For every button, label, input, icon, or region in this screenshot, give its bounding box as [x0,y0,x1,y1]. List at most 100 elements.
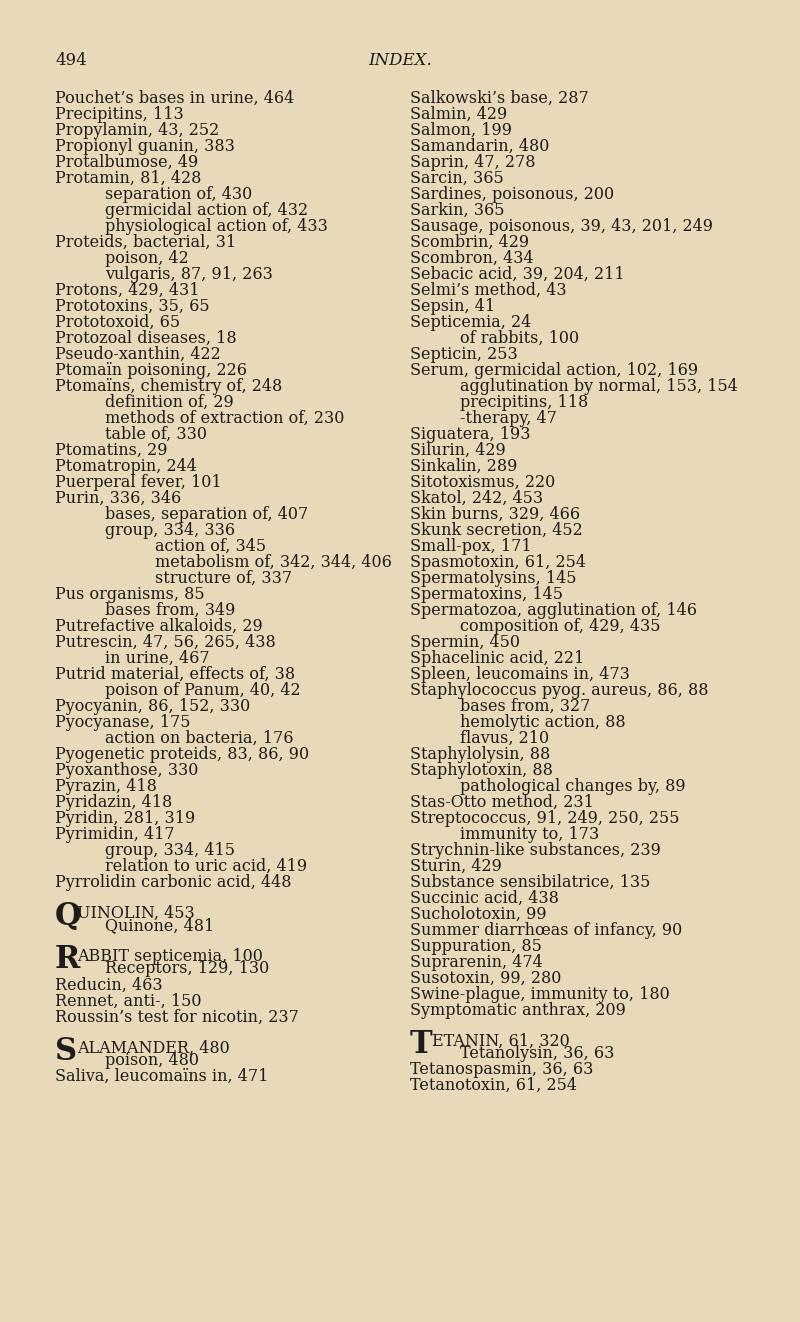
Text: Sausage, poisonous, 39, 43, 201, 249: Sausage, poisonous, 39, 43, 201, 249 [410,218,713,235]
Text: of rabbits, 100: of rabbits, 100 [460,330,579,346]
Text: Salmin, 429: Salmin, 429 [410,106,507,123]
Text: Pyrazin, 418: Pyrazin, 418 [55,779,157,795]
Text: Suprarenin, 474: Suprarenin, 474 [410,954,542,970]
Text: Prototoxins, 35, 65: Prototoxins, 35, 65 [55,297,210,315]
Text: Sarkin, 365: Sarkin, 365 [410,202,505,219]
Text: Pyocyanin, 86, 152, 330: Pyocyanin, 86, 152, 330 [55,698,250,715]
Text: -therapy, 47: -therapy, 47 [460,410,557,427]
Text: methods of extraction of, 230: methods of extraction of, 230 [105,410,344,427]
Text: Reducin, 463: Reducin, 463 [55,977,162,993]
Text: Substance sensibilatrice, 135: Substance sensibilatrice, 135 [410,874,650,891]
Text: pathological changes by, 89: pathological changes by, 89 [460,779,686,795]
Text: Spermatolysins, 145: Spermatolysins, 145 [410,570,577,587]
Text: poison, 480: poison, 480 [105,1051,199,1068]
Text: Succinic acid, 438: Succinic acid, 438 [410,890,559,907]
Text: composition of, 429, 435: composition of, 429, 435 [460,617,661,635]
Text: Summer diarrhœas of infancy, 90: Summer diarrhœas of infancy, 90 [410,921,682,939]
Text: Tetanotoxin, 61, 254: Tetanotoxin, 61, 254 [410,1077,577,1095]
Text: Ptomatins, 29: Ptomatins, 29 [55,442,167,459]
Text: flavus, 210: flavus, 210 [460,730,549,747]
Text: Tetanolysin, 36, 63: Tetanolysin, 36, 63 [460,1046,614,1062]
Text: Staphylococcus pyog. aureus, 86, 88: Staphylococcus pyog. aureus, 86, 88 [410,682,709,699]
Text: Rennet, anti-, 150: Rennet, anti-, 150 [55,993,202,1010]
Text: Pyoxanthose, 330: Pyoxanthose, 330 [55,761,198,779]
Text: Pyogenetic proteids, 83, 86, 90: Pyogenetic proteids, 83, 86, 90 [55,746,309,763]
Text: Stas-Otto method, 231: Stas-Otto method, 231 [410,795,594,810]
Text: Pus organisms, 85: Pus organisms, 85 [55,586,205,603]
Text: Pyrrolidin carbonic acid, 448: Pyrrolidin carbonic acid, 448 [55,874,291,891]
Text: bases from, 327: bases from, 327 [460,698,590,715]
Text: relation to uric acid, 419: relation to uric acid, 419 [105,858,307,875]
Text: Pyrimidin, 417: Pyrimidin, 417 [55,826,174,843]
Text: action on bacteria, 176: action on bacteria, 176 [105,730,294,747]
Text: metabolism of, 342, 344, 406: metabolism of, 342, 344, 406 [155,554,392,571]
Text: Spasmotoxin, 61, 254: Spasmotoxin, 61, 254 [410,554,586,571]
Text: action of, 345: action of, 345 [155,538,266,555]
Text: group, 334, 336: group, 334, 336 [105,522,235,539]
Text: Sarcin, 365: Sarcin, 365 [410,171,504,186]
Text: 494: 494 [55,52,86,69]
Text: vulgaris, 87, 91, 263: vulgaris, 87, 91, 263 [105,266,273,283]
Text: poison of Panum, 40, 42: poison of Panum, 40, 42 [105,682,301,699]
Text: Sepsin, 41: Sepsin, 41 [410,297,495,315]
Text: Skin burns, 329, 466: Skin burns, 329, 466 [410,506,580,524]
Text: germicidal action of, 432: germicidal action of, 432 [105,202,308,219]
Text: Septicemia, 24: Septicemia, 24 [410,315,531,330]
Text: Ptomatropin, 244: Ptomatropin, 244 [55,457,197,475]
Text: table of, 330: table of, 330 [105,426,207,443]
Text: structure of, 337: structure of, 337 [155,570,292,587]
Text: Precipitins, 113: Precipitins, 113 [55,106,184,123]
Text: Spermin, 450: Spermin, 450 [410,635,520,650]
Text: Sitotoxismus, 220: Sitotoxismus, 220 [410,475,555,490]
Text: Siguatera, 193: Siguatera, 193 [410,426,530,443]
Text: physiological action of, 433: physiological action of, 433 [105,218,328,235]
Text: Putrescin, 47, 56, 265, 438: Putrescin, 47, 56, 265, 438 [55,635,276,650]
Text: Saliva, leucomaïns in, 471: Saliva, leucomaïns in, 471 [55,1068,268,1084]
Text: definition of, 29: definition of, 29 [105,394,234,411]
Text: Sucholotoxin, 99: Sucholotoxin, 99 [410,906,546,923]
Text: poison, 42: poison, 42 [105,250,189,267]
Text: Sturin, 429: Sturin, 429 [410,858,502,875]
Text: Sphacelinic acid, 221: Sphacelinic acid, 221 [410,650,584,668]
Text: Pseudo-xanthin, 422: Pseudo-xanthin, 422 [55,346,221,364]
Text: S: S [55,1035,77,1067]
Text: Ptomaïn poisoning, 226: Ptomaïn poisoning, 226 [55,362,247,379]
Text: Silurin, 429: Silurin, 429 [410,442,506,459]
Text: Salmon, 199: Salmon, 199 [410,122,512,139]
Text: Prototoxoid, 65: Prototoxoid, 65 [55,315,180,330]
Text: Pouchet’s bases in urine, 464: Pouchet’s bases in urine, 464 [55,90,294,107]
Text: T: T [410,1030,433,1060]
Text: Scombrin, 429: Scombrin, 429 [410,234,529,251]
Text: Puerperal fever, 101: Puerperal fever, 101 [55,475,222,490]
Text: Staphylotoxin, 88: Staphylotoxin, 88 [410,761,553,779]
Text: Staphylolysin, 88: Staphylolysin, 88 [410,746,550,763]
Text: Roussin’s test for nicotin, 237: Roussin’s test for nicotin, 237 [55,1009,299,1026]
Text: precipitins, 118: precipitins, 118 [460,394,588,411]
Text: separation of, 430: separation of, 430 [105,186,252,204]
Text: Sinkalin, 289: Sinkalin, 289 [410,457,518,475]
Text: Putrid material, effects of, 38: Putrid material, effects of, 38 [55,666,295,683]
Text: Protons, 429, 431: Protons, 429, 431 [55,282,199,299]
Text: Skatol, 242, 453: Skatol, 242, 453 [410,490,543,508]
Text: Strychnin-like substances, 239: Strychnin-like substances, 239 [410,842,661,859]
Text: R: R [55,944,80,976]
Text: Sebacic acid, 39, 204, 211: Sebacic acid, 39, 204, 211 [410,266,625,283]
Text: Skunk secretion, 452: Skunk secretion, 452 [410,522,582,539]
Text: bases from, 349: bases from, 349 [105,602,235,619]
Text: Sardines, poisonous, 200: Sardines, poisonous, 200 [410,186,614,204]
Text: ETANIN, 61, 320: ETANIN, 61, 320 [432,1034,570,1050]
Text: Putrefactive alkaloids, 29: Putrefactive alkaloids, 29 [55,617,262,635]
Text: Serum, germicidal action, 102, 169: Serum, germicidal action, 102, 169 [410,362,698,379]
Text: Swine-plague, immunity to, 180: Swine-plague, immunity to, 180 [410,986,670,1003]
Text: Susotoxin, 99, 280: Susotoxin, 99, 280 [410,970,562,988]
Text: Pyridazin, 418: Pyridazin, 418 [55,795,172,810]
Text: Propionyl guanin, 383: Propionyl guanin, 383 [55,137,235,155]
Text: Samandarin, 480: Samandarin, 480 [410,137,550,155]
Text: Streptococcus, 91, 249, 250, 255: Streptococcus, 91, 249, 250, 255 [410,810,679,828]
Text: Propylamin, 43, 252: Propylamin, 43, 252 [55,122,219,139]
Text: Salkowski’s base, 287: Salkowski’s base, 287 [410,90,589,107]
Text: in urine, 467: in urine, 467 [105,650,210,668]
Text: immunity to, 173: immunity to, 173 [460,826,599,843]
Text: Q: Q [55,902,82,932]
Text: bases, separation of, 407: bases, separation of, 407 [105,506,308,524]
